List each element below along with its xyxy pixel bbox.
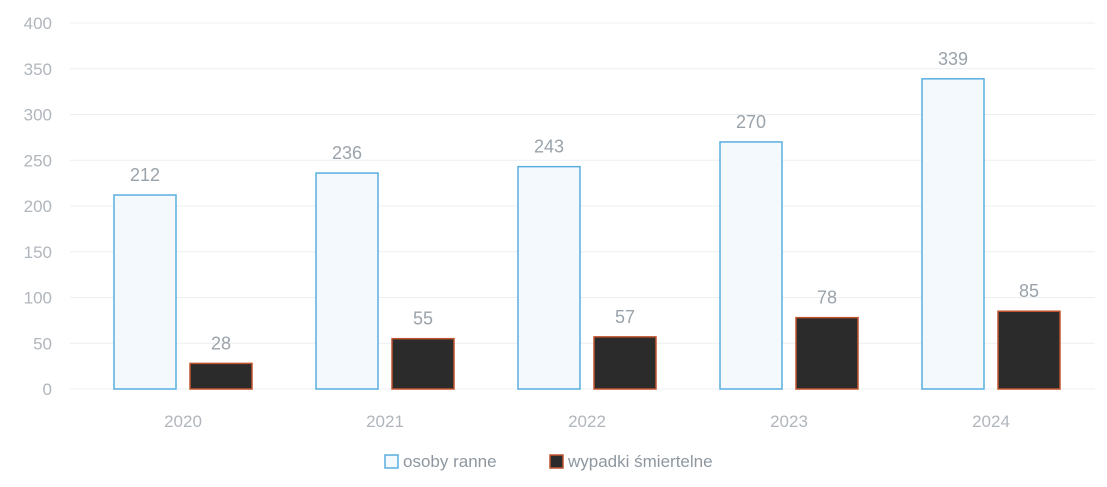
y-tick-label-0: 0 bbox=[43, 380, 52, 399]
legend-swatch-wypadki-smiertelne bbox=[549, 454, 564, 469]
bar-osoby-ranne-2023 bbox=[719, 141, 783, 390]
bar-osoby-ranne-2021 bbox=[315, 172, 379, 390]
data-label-osoby-ranne-2024: 339 bbox=[938, 49, 968, 69]
y-tick-label-250: 250 bbox=[24, 151, 52, 170]
bar-osoby-ranne-2022 bbox=[517, 165, 581, 390]
bar-wypadki-smiertelne-2022 bbox=[593, 336, 657, 390]
x-tick-label-2021: 2021 bbox=[366, 412, 404, 431]
data-label-wypadki-smiertelne-2021: 55 bbox=[413, 309, 433, 329]
legend-label-osoby-ranne: osoby ranne bbox=[403, 452, 497, 471]
y-tick-label-300: 300 bbox=[24, 106, 52, 125]
bars bbox=[113, 78, 1061, 390]
data-label-osoby-ranne-2020: 212 bbox=[130, 165, 160, 185]
x-tick-label-2020: 2020 bbox=[164, 412, 202, 431]
bar-wypadki-smiertelne-2024 bbox=[997, 310, 1061, 390]
data-label-wypadki-smiertelne-2022: 57 bbox=[615, 307, 635, 327]
data-label-wypadki-smiertelne-2020: 28 bbox=[211, 333, 231, 353]
data-label-wypadki-smiertelne-2023: 78 bbox=[817, 288, 837, 308]
data-labels: 212 236 243 270 339 28 55 57 78 85 bbox=[130, 49, 1039, 354]
data-label-wypadki-smiertelne-2024: 85 bbox=[1019, 281, 1039, 301]
data-label-osoby-ranne-2021: 236 bbox=[332, 143, 362, 163]
y-tick-label-150: 150 bbox=[24, 243, 52, 262]
x-axis-ticks: 2020 2021 2022 2023 2024 bbox=[164, 412, 1010, 431]
data-label-osoby-ranne-2022: 243 bbox=[534, 137, 564, 157]
y-tick-label-100: 100 bbox=[24, 289, 52, 308]
bar-wypadki-smiertelne-2023 bbox=[795, 316, 859, 390]
bar-osoby-ranne-2024 bbox=[921, 78, 985, 390]
bar-wypadki-smiertelne-2021 bbox=[391, 337, 455, 390]
legend-label-wypadki-smiertelne: wypadki śmiertelne bbox=[567, 452, 713, 471]
data-label-osoby-ranne-2023: 270 bbox=[736, 112, 766, 132]
y-tick-label-200: 200 bbox=[24, 197, 52, 216]
y-tick-label-400: 400 bbox=[24, 14, 52, 33]
y-axis-ticks: 0 50 100 150 200 250 300 350 400 bbox=[24, 14, 52, 399]
legend: osoby ranne wypadki śmiertelne bbox=[384, 452, 713, 471]
x-tick-label-2022: 2022 bbox=[568, 412, 606, 431]
legend-swatch-osoby-ranne bbox=[384, 454, 399, 469]
y-tick-label-350: 350 bbox=[24, 60, 52, 79]
bar-wypadki-smiertelne-2020 bbox=[189, 362, 253, 390]
x-tick-label-2024: 2024 bbox=[972, 412, 1010, 431]
bar-osoby-ranne-2020 bbox=[113, 194, 177, 390]
gridlines bbox=[70, 22, 1095, 390]
x-tick-label-2023: 2023 bbox=[770, 412, 808, 431]
y-tick-label-50: 50 bbox=[33, 334, 52, 353]
